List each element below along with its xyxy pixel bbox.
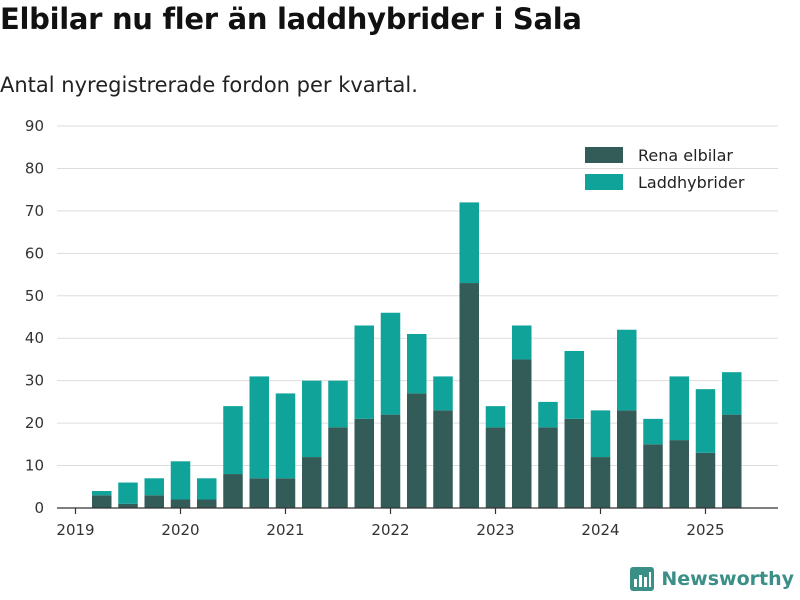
chart-subtitle: Antal nyregistrerade fordon per kvartal.	[0, 73, 418, 97]
y-tick-label: 90	[25, 117, 44, 135]
bar-rena-elbilar	[302, 457, 322, 508]
bar-rena-elbilar	[590, 457, 611, 508]
newsworthy-brand: Newsworthy	[629, 566, 794, 592]
x-tick-label: 2023	[476, 521, 514, 539]
legend-label: Laddhybrider	[638, 173, 745, 192]
bar-rena-elbilar	[538, 427, 558, 508]
bar-laddhybrider	[118, 482, 138, 504]
bar-laddhybrider	[302, 380, 322, 458]
y-tick-label: 60	[25, 244, 44, 262]
x-tick-label: 2024	[581, 521, 619, 539]
bar-rena-elbilar	[354, 418, 374, 508]
x-tick-label: 2022	[371, 521, 409, 539]
bar-laddhybrider	[354, 325, 374, 419]
bar-laddhybrider	[459, 202, 479, 284]
bar-rena-elbilar	[433, 410, 453, 508]
bar-rena-elbilar	[485, 427, 506, 508]
bar-rena-elbilar	[197, 499, 217, 508]
bar-rena-elbilar	[380, 414, 401, 508]
y-tick-label: 30	[25, 372, 44, 390]
bar-rena-elbilar	[722, 414, 742, 508]
bar-rena-elbilar	[459, 283, 479, 508]
stacked-bar-chart: 0 10 20 30 40 50 60 70 80 90 2019 2020 2021 2022 2023 2…	[25, 117, 778, 539]
bar-laddhybrider	[564, 350, 584, 419]
bar-rena-elbilar	[695, 452, 716, 508]
legend-swatch	[585, 147, 623, 163]
bar-laddhybrider	[144, 478, 164, 496]
bar-laddhybrider	[695, 389, 716, 453]
legend-swatch	[585, 174, 623, 190]
bar-laddhybrider	[92, 491, 112, 496]
bar-laddhybrider	[433, 376, 453, 411]
bar-rena-elbilar	[223, 474, 243, 508]
bar-rena-elbilar	[92, 495, 112, 508]
bar-rena-elbilar	[617, 410, 637, 508]
bar-laddhybrider	[328, 380, 348, 428]
brand-name: Newsworthy	[661, 568, 794, 590]
y-tick-label: 70	[25, 202, 44, 220]
x-tick-label: 2021	[266, 521, 304, 539]
y-tick-label: 0	[34, 499, 44, 517]
bar-laddhybrider	[590, 410, 611, 458]
bar-rena-elbilar	[564, 418, 584, 508]
bar-rena-elbilar	[275, 478, 296, 508]
chart-legend: Rena elbilar Laddhybrider	[585, 146, 745, 192]
bar-laddhybrider	[380, 312, 401, 415]
bar-laddhybrider	[512, 325, 532, 360]
bar-laddhybrider	[643, 418, 663, 445]
bar-laddhybrider	[249, 376, 269, 479]
bar-rena-elbilar	[512, 359, 532, 508]
bar-rena-elbilar	[170, 499, 191, 508]
newsworthy-logo-icon	[630, 567, 655, 591]
y-tick-label: 20	[25, 414, 44, 432]
bar-laddhybrider	[407, 333, 427, 394]
bar-laddhybrider	[275, 393, 296, 479]
bar-rena-elbilar	[249, 478, 269, 508]
y-tick-label: 50	[25, 287, 44, 305]
y-tick-label: 80	[25, 159, 44, 177]
y-tick-label: 40	[25, 329, 44, 347]
x-tick-label: 2019	[56, 521, 94, 539]
legend-label: Rena elbilar	[638, 146, 733, 165]
bar-laddhybrider	[617, 329, 637, 411]
bar-laddhybrider	[485, 406, 506, 428]
bar-laddhybrider	[538, 401, 558, 428]
bar-rena-elbilar	[643, 444, 663, 508]
bar-laddhybrider	[722, 372, 742, 415]
y-tick-label: 10	[25, 457, 44, 475]
x-tick-label: 2020	[161, 521, 199, 539]
bar-laddhybrider	[197, 478, 217, 500]
bar-laddhybrider	[170, 461, 191, 500]
chart-title: Elbilar nu fler än laddhybrider i Sala	[0, 2, 582, 36]
bar-rena-elbilar	[144, 495, 164, 508]
x-tick-label: 2025	[686, 521, 724, 539]
bar-laddhybrider	[669, 376, 689, 441]
bar-rena-elbilar	[407, 393, 427, 508]
bar-rena-elbilar	[118, 503, 138, 508]
bar-rena-elbilar	[328, 427, 348, 508]
bar-rena-elbilar	[669, 440, 689, 508]
bar-laddhybrider	[223, 406, 243, 475]
